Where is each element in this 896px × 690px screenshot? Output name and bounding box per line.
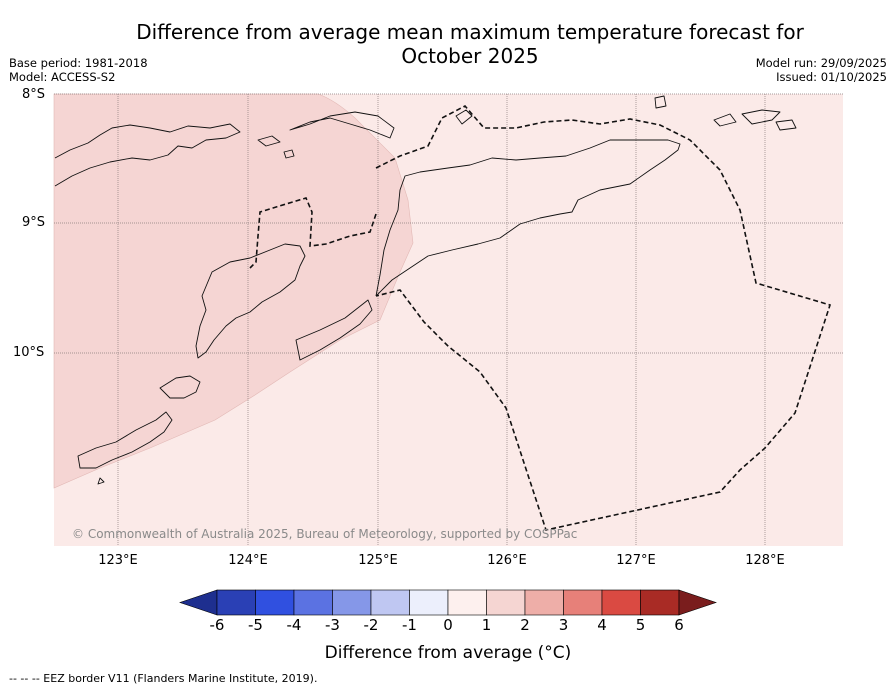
colorbar-tick-label: 4 (597, 616, 607, 634)
map-title: Difference from average mean maximum tem… (100, 20, 840, 68)
colorbar-tick-label: -4 (286, 616, 302, 634)
title-line-1: Difference from average mean maximum tem… (136, 20, 804, 44)
warm-anomaly-region (53, 93, 414, 489)
coast-timor (375, 139, 681, 297)
lon-label-128e: 128°E (745, 553, 785, 568)
lat-label-10s: 10°S (13, 345, 45, 360)
meta-right: Model run: 29/09/2025 Issued: 01/10/2025 (756, 56, 887, 84)
lon-label-124e: 124°E (228, 553, 268, 568)
colorbar-tick-label: 5 (635, 616, 646, 634)
eez-footnote: -- -- -- EEZ border V11 (Flanders Marine… (9, 672, 318, 685)
base-period: Base period: 1981-2018 (9, 56, 148, 70)
eez-line-north (375, 104, 832, 531)
title-line-2: October 2025 (401, 44, 539, 68)
colorbar-tick-label: -2 (363, 616, 379, 634)
colorbar-tick-label: 3 (558, 616, 569, 634)
coast-flores (54, 123, 241, 187)
lat-label-9s: 9°S (22, 215, 46, 230)
coastlines (54, 95, 797, 485)
lat-label-8s: 8°S (22, 87, 46, 102)
copyright-notice: © Commonwealth of Australia 2025, Bureau… (72, 527, 578, 541)
eez-border (249, 104, 832, 531)
issued-date: Issued: 01/10/2025 (776, 70, 887, 84)
lon-label-127e: 127°E (616, 553, 656, 568)
coast-sumba (195, 243, 306, 359)
colorbar-tick-label: 2 (520, 616, 530, 634)
lon-label-123e: 123°E (98, 553, 138, 568)
coast-lower (77, 411, 173, 485)
colorbar-tick-label: 6 (674, 616, 684, 634)
coast-rote (295, 299, 373, 361)
colorbar-tick-label: -3 (325, 616, 340, 634)
colorbar-tick-label: 0 (443, 616, 453, 634)
coast-alor (289, 111, 395, 139)
lon-label-125e: 125°E (358, 553, 398, 568)
model-name: Model: ACCESS-S2 (9, 70, 116, 84)
colorbar-label: Difference from average (°C) (324, 643, 572, 663)
colorbar-tick-label: -1 (402, 616, 417, 634)
coast-savu (159, 375, 201, 399)
colorbar-tick-label: -5 (248, 616, 263, 634)
coast-small-islands (257, 95, 797, 159)
meta-left: Base period: 1981-2018 Model: ACCESS-S2 (9, 56, 148, 84)
colorbar-tick-label: -6 (209, 616, 225, 634)
eez-line-west (249, 197, 377, 269)
colorbar-tick-label: 1 (481, 616, 492, 634)
model-run: Model run: 29/09/2025 (755, 56, 887, 70)
lon-label-126e: 126°E (487, 553, 527, 568)
graticule (54, 93, 843, 546)
